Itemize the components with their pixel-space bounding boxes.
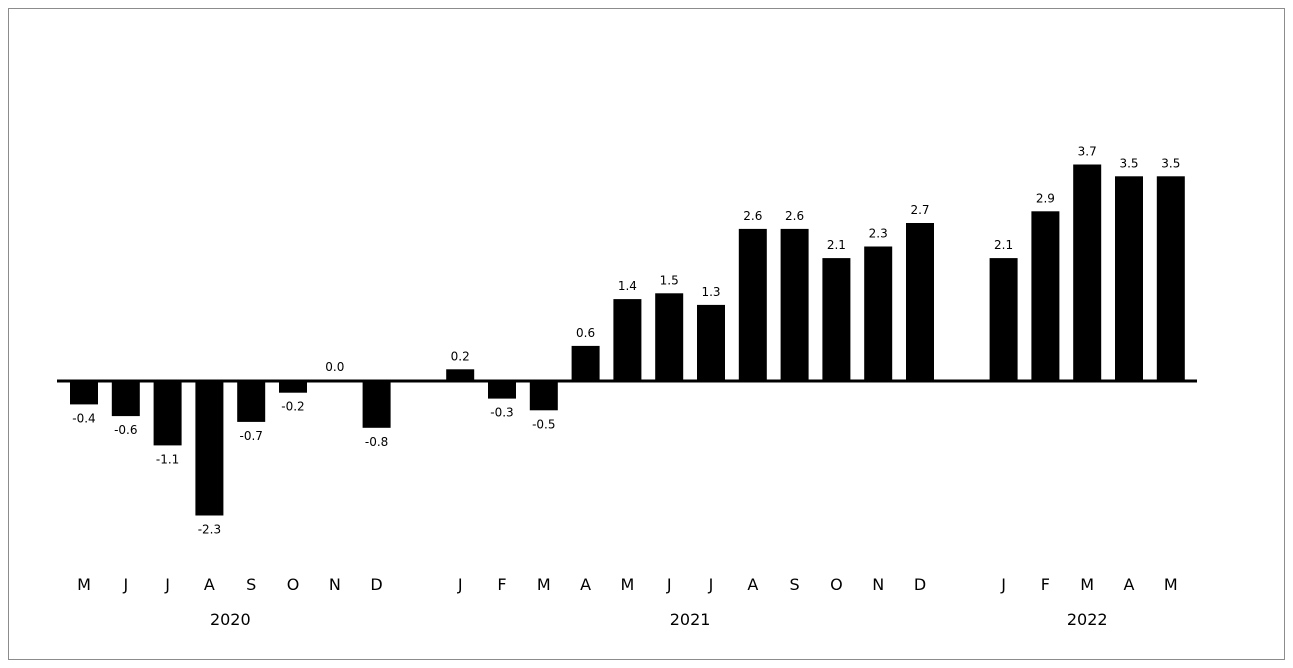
data-label: 3.5	[1119, 156, 1138, 170]
bar	[488, 381, 516, 399]
data-label: -0.2	[281, 400, 304, 414]
bar	[70, 381, 98, 405]
bar	[529, 381, 558, 411]
x-tick-label: N	[329, 575, 341, 594]
x-tick-label: F	[1041, 575, 1050, 594]
data-label: 0.6	[576, 326, 595, 340]
data-label: 2.6	[743, 209, 762, 223]
year-labels-layer: 2020 2021 2022	[210, 610, 1108, 629]
data-label: 1.3	[701, 285, 720, 299]
bar	[989, 258, 1018, 381]
data-label: 3.7	[1078, 145, 1097, 159]
x-tick-label: M	[77, 575, 91, 594]
bar	[738, 228, 767, 381]
data-label: -2.3	[198, 523, 221, 537]
bar	[279, 381, 307, 393]
data-label: 1.5	[660, 273, 679, 287]
bar	[362, 381, 391, 428]
data-label: -0.4	[72, 411, 95, 425]
bar	[446, 369, 475, 381]
x-tick-label: A	[1124, 575, 1135, 594]
x-tick-label: M	[1080, 575, 1094, 594]
x-tick-label: D	[370, 575, 382, 594]
year-label: 2020	[210, 610, 251, 629]
bar	[111, 381, 140, 417]
data-label: 2.7	[910, 203, 929, 217]
data-label: 2.6	[785, 209, 804, 223]
x-tick-label: A	[747, 575, 758, 594]
bar	[655, 293, 684, 382]
x-tick-label: J	[708, 575, 714, 594]
year-label: 2022	[1067, 610, 1108, 629]
bars-layer	[70, 164, 1185, 516]
data-label: 0.2	[451, 349, 470, 363]
bar-chart: -0.4 -0.6 -1.1 -2.3 -0.7 -0.2 0.0 -0.8 0.2 -0.3 -0…	[57, 145, 1197, 629]
data-label: 2.1	[994, 238, 1013, 252]
chart-frame: -0.4 -0.6 -1.1 -2.3 -0.7 -0.2 0.0 -0.8 0.2 -0.3 -0…	[8, 8, 1285, 660]
bar	[237, 381, 266, 422]
x-tick-label: J	[122, 575, 128, 594]
x-tick-label: M	[620, 575, 634, 594]
x-tick-label: O	[287, 575, 300, 594]
bar	[1156, 176, 1185, 382]
bar	[780, 228, 809, 381]
x-tick-label: J	[666, 575, 672, 594]
bar	[1073, 164, 1102, 381]
x-tick-label: F	[497, 575, 506, 594]
x-tick-label: A	[580, 575, 591, 594]
x-tick-label: M	[537, 575, 551, 594]
bar	[613, 299, 642, 381]
data-label: 2.9	[1036, 191, 1055, 205]
x-tick-label: M	[1164, 575, 1178, 594]
data-label: 1.4	[618, 279, 637, 293]
x-tick-label: J	[457, 575, 463, 594]
data-label: 0.0	[325, 360, 344, 374]
data-label: 2.1	[827, 238, 846, 252]
data-label: -0.6	[114, 423, 137, 437]
bar	[1115, 176, 1143, 382]
x-tick-label: N	[872, 575, 884, 594]
data-label: -0.8	[365, 435, 388, 449]
data-label: -0.5	[532, 417, 555, 431]
value-labels-layer: -0.4 -0.6 -1.1 -2.3 -0.7 -0.2 0.0 -0.8 0.2 -0.3 -0…	[72, 145, 1180, 537]
bar	[195, 381, 224, 516]
x-tick-label: S	[246, 575, 256, 594]
x-tick-label: S	[790, 575, 800, 594]
data-label: 3.5	[1161, 156, 1180, 170]
bar	[864, 246, 893, 381]
data-label: -0.7	[239, 429, 262, 443]
x-tick-label: A	[204, 575, 215, 594]
data-label: -0.3	[490, 406, 513, 420]
bar	[697, 304, 725, 381]
bar	[153, 381, 182, 446]
x-tick-label: J	[164, 575, 170, 594]
bar	[571, 345, 600, 381]
year-label: 2021	[670, 610, 711, 629]
x-tick-label: D	[914, 575, 926, 594]
x-tick-label: O	[830, 575, 843, 594]
bar	[1031, 211, 1060, 381]
bar	[906, 223, 934, 381]
x-tick-label: J	[1000, 575, 1006, 594]
data-label: -1.1	[156, 452, 179, 466]
bar	[822, 258, 851, 381]
data-label: 2.3	[869, 227, 888, 241]
